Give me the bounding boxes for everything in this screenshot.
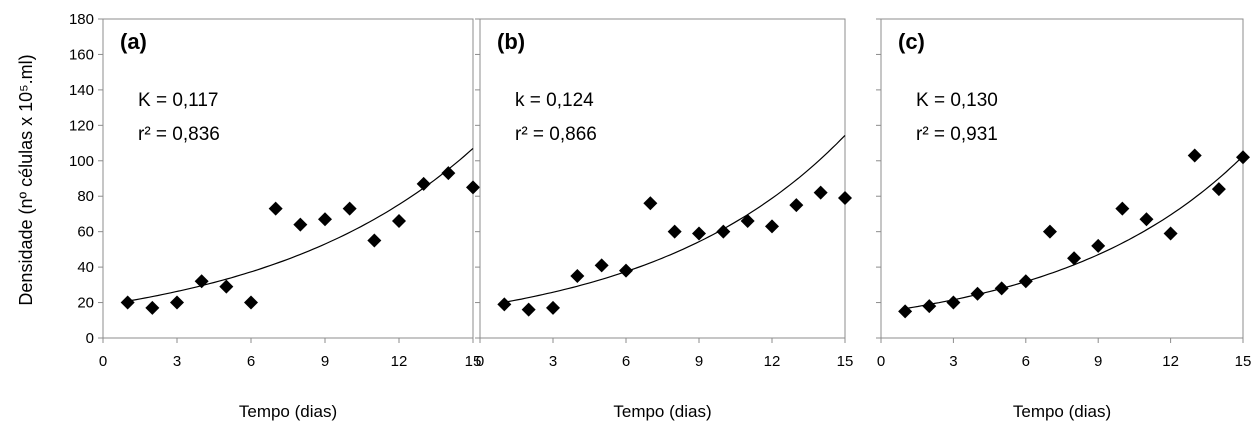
x-tick-label: 6 — [247, 353, 255, 370]
data-point — [268, 201, 283, 216]
data-point — [1163, 226, 1178, 241]
data-point — [293, 217, 308, 232]
panel-label: (b) — [497, 29, 525, 54]
data-point — [946, 295, 961, 310]
panel-1: 0 20 40 60 80 100 120 140 160 180 0 3 6 9 12 15 Tempo (d… — [69, 11, 481, 421]
y-tick-label: 100 — [69, 153, 94, 170]
fit-annotation: K = 0,130 — [916, 90, 998, 111]
x-tick-label: 0 — [99, 353, 107, 370]
x-tick-label: 12 — [764, 353, 781, 370]
panel-2: 0 3 6 9 12 15 Tempo (dias) (b) k = 0,124 r² = 0,8… — [475, 18, 854, 421]
data-point — [546, 300, 560, 315]
data-point — [441, 166, 456, 181]
data-point — [765, 219, 779, 234]
data-point — [789, 198, 804, 213]
y-tick-label: 140 — [69, 82, 94, 99]
x-tick-label: 0 — [476, 353, 484, 370]
data-point — [898, 304, 913, 319]
x-tick-label: 3 — [173, 353, 181, 370]
data-point — [120, 295, 135, 310]
data-point — [145, 300, 160, 315]
data-point — [194, 274, 209, 289]
data-point — [994, 281, 1009, 296]
data-point — [619, 263, 633, 278]
y-tick-label: 20 — [77, 295, 94, 312]
y-tick-label: 180 — [69, 11, 94, 28]
fit-annotation: K = 0,117 — [138, 90, 218, 111]
x-tick-label: 6 — [1022, 353, 1030, 370]
x-tick-label: 15 — [837, 353, 854, 370]
data-point — [643, 196, 658, 211]
data-point — [1067, 251, 1082, 266]
x-tick-label: 3 — [949, 353, 957, 370]
data-point — [692, 226, 706, 241]
exponential-trendline — [127, 147, 474, 302]
data-point — [1018, 274, 1033, 289]
x-tick-label: 9 — [695, 353, 703, 370]
x-tick-label: 15 — [1235, 353, 1252, 370]
plot-area-frame — [479, 18, 846, 339]
x-tick-label: 0 — [877, 353, 885, 370]
data-point — [813, 185, 828, 200]
data-point — [1236, 150, 1250, 165]
data-point — [521, 302, 536, 317]
data-point — [716, 224, 731, 239]
x-axis-label: Tempo (dias) — [1013, 402, 1111, 421]
data-point — [497, 297, 512, 312]
data-point — [170, 295, 184, 310]
fit-annotation: k = 0,124 — [515, 90, 594, 111]
x-axis-label: Tempo (dias) — [613, 402, 711, 421]
x-axis-label: Tempo (dias) — [239, 402, 337, 421]
y-axis-label: Densidade (nº células x 10⁵.ml) — [16, 54, 36, 305]
fit-annotation: r² = 0,866 — [515, 124, 597, 145]
data-point — [342, 201, 357, 216]
data-point — [466, 180, 480, 195]
y-tick-label: 0 — [86, 330, 94, 347]
x-tick-label: 12 — [1162, 353, 1179, 370]
data-point — [570, 268, 585, 283]
x-tick-label: 3 — [549, 353, 557, 370]
plot-area-frame — [102, 18, 474, 339]
fit-annotation: r² = 0,836 — [138, 124, 220, 145]
data-point — [667, 224, 682, 239]
data-point — [367, 233, 382, 248]
data-point — [970, 286, 985, 301]
y-tick-label: 160 — [69, 46, 94, 63]
data-point — [392, 214, 406, 229]
data-point — [1115, 201, 1130, 216]
data-point — [1042, 224, 1057, 239]
x-tick-label: 6 — [622, 353, 630, 370]
data-point — [1211, 182, 1226, 197]
panel-label: (a) — [120, 29, 147, 54]
data-point — [838, 190, 852, 205]
y-tick-label: 120 — [69, 117, 94, 134]
exponential-trendline — [905, 155, 1244, 310]
fit-annotation: r² = 0,931 — [916, 124, 998, 145]
data-point — [1091, 238, 1106, 253]
x-tick-label: 9 — [321, 353, 329, 370]
data-point — [219, 279, 234, 294]
data-point — [318, 212, 332, 227]
exponential-trendline — [504, 134, 846, 303]
plot-area-frame — [880, 18, 1244, 339]
data-point — [1187, 148, 1202, 163]
panel-3: 0 3 6 9 12 15 Tempo (dias) (c) K = 0,130 r² = 0,9… — [876, 18, 1252, 421]
data-point — [416, 176, 431, 191]
y-tick-label: 60 — [77, 224, 94, 241]
panel-label: (c) — [898, 29, 925, 54]
y-tick-label: 40 — [77, 259, 94, 276]
data-point — [740, 214, 755, 229]
data-point — [1139, 212, 1154, 227]
data-point — [922, 299, 937, 314]
x-tick-label: 15 — [465, 353, 482, 370]
y-tick-label: 80 — [77, 188, 94, 205]
x-tick-label: 9 — [1094, 353, 1102, 370]
data-point — [244, 295, 258, 310]
x-tick-label: 12 — [391, 353, 408, 370]
data-point — [594, 258, 609, 273]
